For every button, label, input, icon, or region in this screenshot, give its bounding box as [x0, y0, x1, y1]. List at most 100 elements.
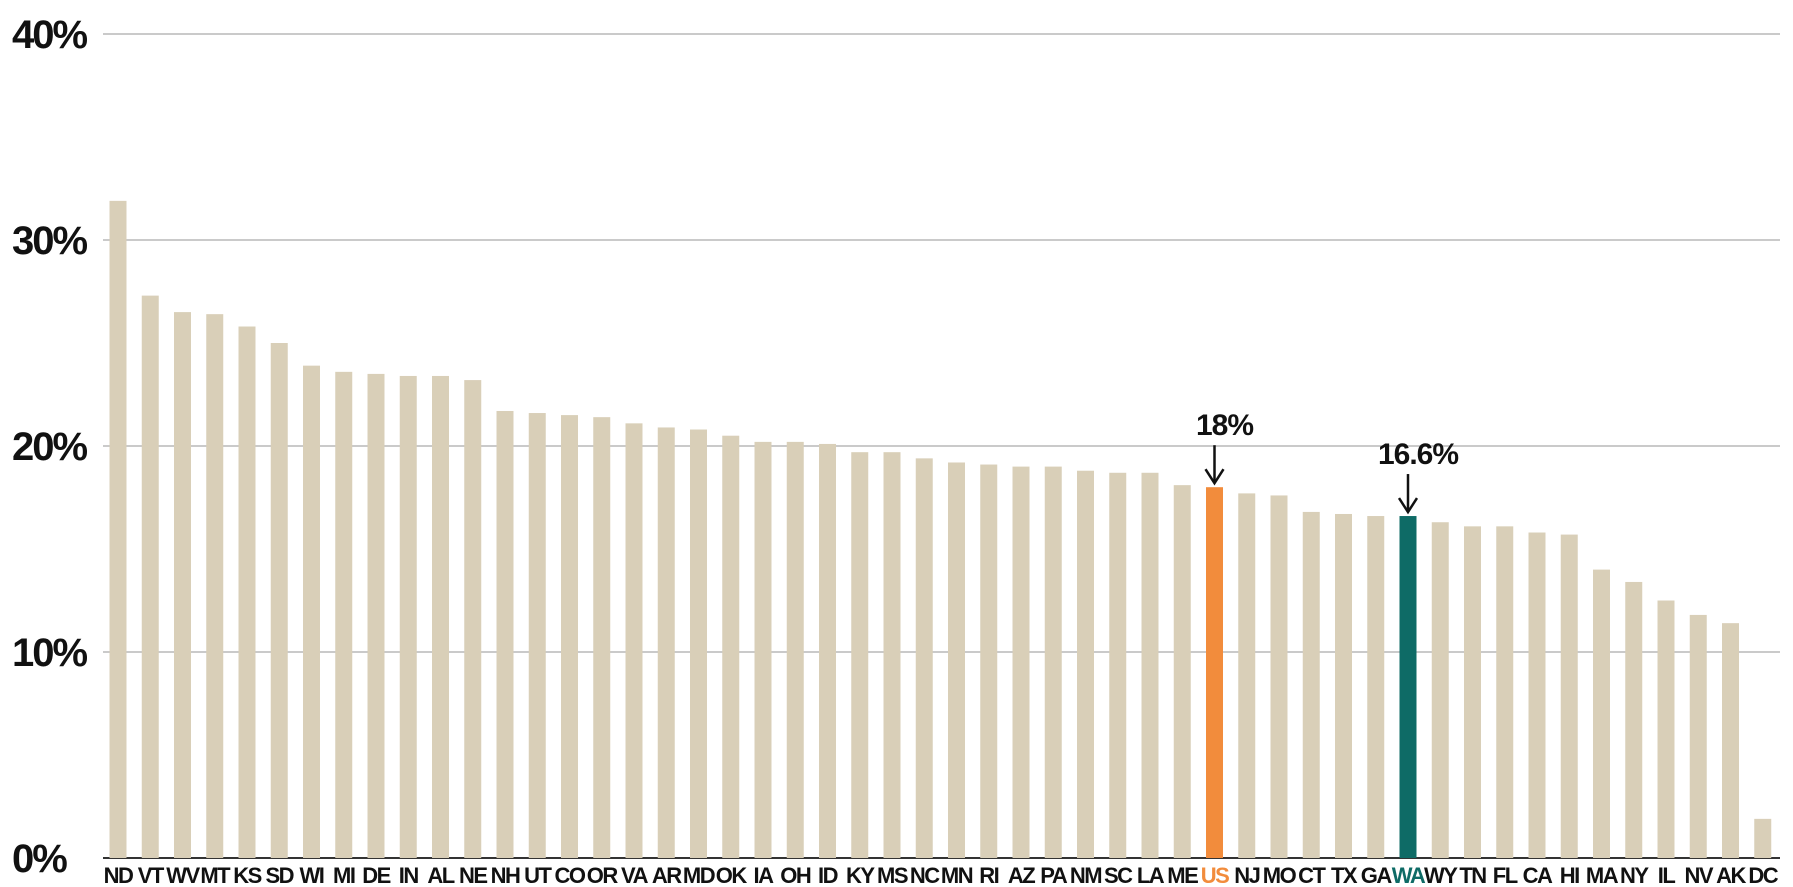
x-tick-label-sc: SC — [1104, 863, 1133, 887]
x-tick-label-wi: WI — [300, 863, 324, 887]
bar-ny — [1625, 581, 1643, 858]
x-tick-label-mn: MN — [941, 863, 973, 887]
x-tick-label-nc: NC — [910, 863, 940, 887]
bar-ct — [1302, 511, 1320, 858]
x-tick-label-ms: MS — [877, 863, 908, 887]
y-tick-label: 20% — [12, 425, 87, 469]
bar-ut — [528, 413, 546, 858]
bar-nc — [915, 458, 933, 858]
x-tick-label-md: MD — [683, 863, 715, 887]
bar-ia — [754, 441, 772, 858]
x-tick-label-al: AL — [427, 863, 454, 887]
bar-sd — [270, 343, 288, 858]
x-tick-label-ut: UT — [524, 863, 552, 887]
x-tick-label-in: IN — [399, 863, 419, 887]
bar-ok — [722, 435, 740, 858]
gridlines — [103, 33, 1780, 859]
bar-mt — [206, 314, 224, 858]
bar-ne — [464, 380, 482, 858]
bar-nd — [109, 200, 127, 859]
bar-ri — [980, 464, 998, 858]
bar-nv — [1689, 614, 1707, 858]
bar-ma — [1593, 569, 1610, 858]
x-tick-label-nm: NM — [1070, 863, 1101, 887]
bar-mo — [1270, 495, 1288, 858]
bar-az — [1012, 466, 1030, 858]
data-label-wa: 16.6% — [1378, 438, 1458, 471]
x-tick-label-ct: CT — [1298, 863, 1326, 887]
x-tick-label-il: IL — [1658, 863, 1676, 887]
bar-tx — [1335, 513, 1352, 858]
bar-ak — [1722, 623, 1739, 858]
y-axis-ticks: 0% 10% 20% 30% 40% — [12, 13, 89, 881]
x-tick-label-tn: TN — [1459, 863, 1486, 887]
bar-nh — [496, 410, 514, 858]
bar-vt — [141, 295, 159, 858]
x-tick-label-dc: DC — [1748, 863, 1778, 887]
y-tick-label: 0% — [12, 837, 67, 881]
bar-oh — [786, 441, 804, 858]
bar-ms — [883, 452, 901, 858]
x-tick-label-ga: GA — [1361, 863, 1393, 887]
x-tick-label-sd: SD — [265, 863, 293, 887]
bar-ar — [657, 427, 675, 858]
x-tick-label-me: ME — [1167, 863, 1198, 887]
x-tick-label-mi: MI — [333, 863, 355, 887]
x-tick-label-ne: NE — [459, 863, 487, 887]
x-tick-label-ca: CA — [1523, 863, 1553, 887]
x-tick-label-mt: MT — [200, 863, 231, 887]
x-tick-label-wv: WV — [166, 863, 200, 887]
x-tick-label-ri: RI — [979, 863, 998, 887]
x-tick-label-id: ID — [818, 863, 838, 887]
bar-tn — [1464, 526, 1481, 858]
x-tick-label-tx: TX — [1331, 863, 1358, 887]
bar-fl — [1496, 526, 1514, 858]
x-tick-label-ks: KS — [233, 863, 261, 887]
bar-hi — [1560, 534, 1578, 858]
bar-co — [561, 415, 578, 858]
bar-us — [1206, 487, 1223, 858]
bar-mn — [948, 462, 965, 858]
bar-al — [432, 375, 449, 858]
x-tick-label-nj: NJ — [1234, 863, 1259, 887]
x-tick-label-pa: PA — [1040, 863, 1068, 887]
bar-or — [593, 417, 611, 858]
x-tick-label-ia: IA — [754, 863, 775, 887]
x-tick-label-oh: OH — [780, 863, 811, 887]
x-tick-label-mo: MO — [1263, 863, 1297, 887]
x-tick-label-va: VA — [621, 863, 649, 887]
x-tick-label-ar: AR — [652, 863, 682, 887]
x-tick-label-or: OR — [587, 863, 619, 887]
x-tick-label-ok: OK — [716, 863, 748, 887]
x-tick-label-hi: HI — [1560, 863, 1579, 887]
x-axis-ticks: ND VT WV MT KS SD WI MI DE IN AL NE NH UT CO OR VA AR MD OK… — [104, 863, 1781, 887]
data-label-us: 18% — [1196, 409, 1253, 442]
x-tick-label-az: AZ — [1008, 863, 1035, 887]
x-tick-label-ny: NY — [1620, 863, 1649, 887]
bar-va — [625, 423, 643, 858]
bar-nm — [1077, 470, 1094, 858]
x-tick-label-ky: KY — [846, 863, 875, 887]
bar-nj — [1238, 493, 1256, 858]
x-tick-label-fl: FL — [1493, 863, 1518, 887]
bar-sc — [1109, 472, 1127, 858]
x-tick-label-us: US — [1201, 863, 1229, 887]
x-tick-label-co: CO — [555, 863, 586, 887]
bar-dc — [1754, 818, 1772, 858]
bar-wv — [174, 312, 191, 859]
bar-md — [690, 429, 707, 858]
bar-id — [819, 443, 836, 858]
bar-wi — [303, 365, 320, 858]
x-tick-label-la: LA — [1137, 863, 1165, 887]
bar-in — [399, 375, 417, 858]
bar-wa — [1399, 516, 1417, 858]
bar-la — [1141, 472, 1159, 858]
x-tick-label-wy: WY — [1424, 863, 1458, 887]
bar-ky — [851, 452, 869, 858]
arrow-head-icon — [1204, 468, 1225, 486]
x-tick-label-nh: NH — [491, 863, 520, 887]
x-tick-label-wa: WA — [1392, 863, 1426, 887]
bar-ks — [238, 326, 256, 858]
